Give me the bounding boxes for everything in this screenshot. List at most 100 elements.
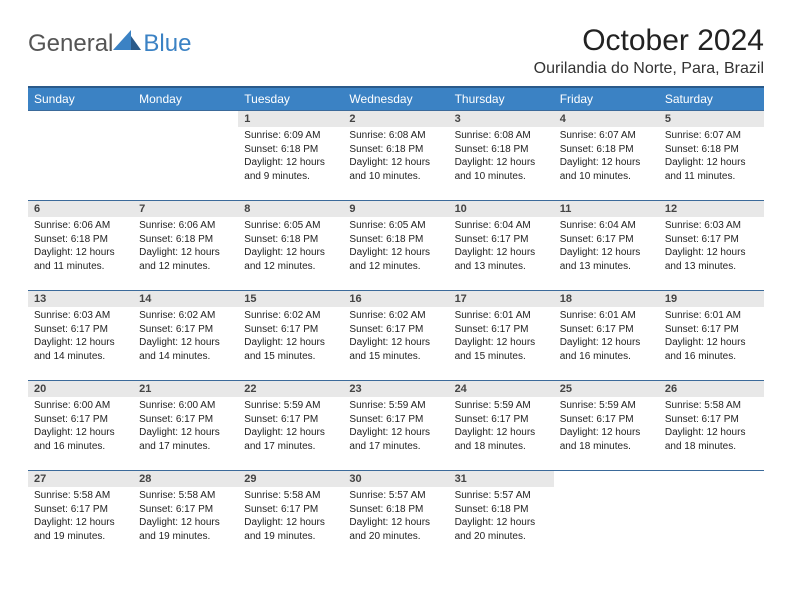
daylight-line: Daylight: 12 hours and 11 minutes. xyxy=(665,156,758,183)
location: Ourilandia do Norte, Para, Brazil xyxy=(534,60,764,78)
calendar-head: SundayMondayTuesdayWednesdayThursdayFrid… xyxy=(28,87,764,111)
sunset-line: Sunset: 6:17 PM xyxy=(349,323,442,337)
weekday-header: Tuesday xyxy=(238,87,343,111)
day-details: Sunrise: 6:00 AMSunset: 6:17 PMDaylight:… xyxy=(28,397,133,455)
day-number: 10 xyxy=(449,201,554,217)
calendar-cell: 3Sunrise: 6:08 AMSunset: 6:18 PMDaylight… xyxy=(449,111,554,201)
sunset-line: Sunset: 6:17 PM xyxy=(139,413,232,427)
sunrise-line: Sunrise: 6:03 AM xyxy=(34,309,127,323)
sunset-line: Sunset: 6:17 PM xyxy=(560,233,653,247)
daylight-line: Daylight: 12 hours and 20 minutes. xyxy=(455,516,548,543)
weekday-header: Wednesday xyxy=(343,87,448,111)
day-details: Sunrise: 6:05 AMSunset: 6:18 PMDaylight:… xyxy=(343,217,448,275)
sunset-line: Sunset: 6:18 PM xyxy=(349,233,442,247)
sunrise-line: Sunrise: 6:04 AM xyxy=(455,219,548,233)
month-title: October 2024 xyxy=(534,24,764,58)
calendar-cell: 13Sunrise: 6:03 AMSunset: 6:17 PMDayligh… xyxy=(28,291,133,381)
sunrise-line: Sunrise: 6:01 AM xyxy=(560,309,653,323)
day-details: Sunrise: 6:03 AMSunset: 6:17 PMDaylight:… xyxy=(659,217,764,275)
day-details: Sunrise: 5:59 AMSunset: 6:17 PMDaylight:… xyxy=(554,397,659,455)
day-details: Sunrise: 5:58 AMSunset: 6:17 PMDaylight:… xyxy=(659,397,764,455)
day-details: Sunrise: 6:02 AMSunset: 6:17 PMDaylight:… xyxy=(343,307,448,365)
sunset-line: Sunset: 6:17 PM xyxy=(244,323,337,337)
calendar-cell xyxy=(554,471,659,561)
sunrise-line: Sunrise: 6:02 AM xyxy=(139,309,232,323)
calendar-page: General Blue October 2024 Ourilandia do … xyxy=(0,0,792,585)
day-number: 30 xyxy=(343,471,448,487)
calendar-cell: 16Sunrise: 6:02 AMSunset: 6:17 PMDayligh… xyxy=(343,291,448,381)
calendar-cell: 28Sunrise: 5:58 AMSunset: 6:17 PMDayligh… xyxy=(133,471,238,561)
calendar-cell: 2Sunrise: 6:08 AMSunset: 6:18 PMDaylight… xyxy=(343,111,448,201)
day-details: Sunrise: 6:01 AMSunset: 6:17 PMDaylight:… xyxy=(449,307,554,365)
weekday-header: Thursday xyxy=(449,87,554,111)
calendar-cell: 18Sunrise: 6:01 AMSunset: 6:17 PMDayligh… xyxy=(554,291,659,381)
sunset-line: Sunset: 6:18 PM xyxy=(139,233,232,247)
sunrise-line: Sunrise: 5:59 AM xyxy=(244,399,337,413)
daylight-line: Daylight: 12 hours and 15 minutes. xyxy=(244,336,337,363)
daylight-line: Daylight: 12 hours and 11 minutes. xyxy=(34,246,127,273)
calendar-row: 27Sunrise: 5:58 AMSunset: 6:17 PMDayligh… xyxy=(28,471,764,561)
daylight-line: Daylight: 12 hours and 16 minutes. xyxy=(560,336,653,363)
daylight-line: Daylight: 12 hours and 10 minutes. xyxy=(455,156,548,183)
sunset-line: Sunset: 6:17 PM xyxy=(139,503,232,517)
calendar-cell: 12Sunrise: 6:03 AMSunset: 6:17 PMDayligh… xyxy=(659,201,764,291)
day-number: 25 xyxy=(554,381,659,397)
sunrise-line: Sunrise: 6:02 AM xyxy=(244,309,337,323)
calendar-body: 1Sunrise: 6:09 AMSunset: 6:18 PMDaylight… xyxy=(28,111,764,561)
day-number: 6 xyxy=(28,201,133,217)
day-details: Sunrise: 6:01 AMSunset: 6:17 PMDaylight:… xyxy=(659,307,764,365)
calendar-cell: 5Sunrise: 6:07 AMSunset: 6:18 PMDaylight… xyxy=(659,111,764,201)
sunset-line: Sunset: 6:17 PM xyxy=(560,323,653,337)
day-number: 15 xyxy=(238,291,343,307)
daylight-line: Daylight: 12 hours and 17 minutes. xyxy=(349,426,442,453)
daylight-line: Daylight: 12 hours and 9 minutes. xyxy=(244,156,337,183)
sunset-line: Sunset: 6:17 PM xyxy=(139,323,232,337)
calendar-cell: 26Sunrise: 5:58 AMSunset: 6:17 PMDayligh… xyxy=(659,381,764,471)
day-details: Sunrise: 6:01 AMSunset: 6:17 PMDaylight:… xyxy=(554,307,659,365)
day-details: Sunrise: 6:08 AMSunset: 6:18 PMDaylight:… xyxy=(449,127,554,185)
day-number: 11 xyxy=(554,201,659,217)
sunrise-line: Sunrise: 5:58 AM xyxy=(139,489,232,503)
day-number: 5 xyxy=(659,111,764,127)
sunset-line: Sunset: 6:18 PM xyxy=(34,233,127,247)
daylight-line: Daylight: 12 hours and 19 minutes. xyxy=(34,516,127,543)
day-number: 9 xyxy=(343,201,448,217)
day-number: 29 xyxy=(238,471,343,487)
day-details: Sunrise: 6:02 AMSunset: 6:17 PMDaylight:… xyxy=(133,307,238,365)
daylight-line: Daylight: 12 hours and 19 minutes. xyxy=(244,516,337,543)
day-details: Sunrise: 6:08 AMSunset: 6:18 PMDaylight:… xyxy=(343,127,448,185)
calendar-cell: 8Sunrise: 6:05 AMSunset: 6:18 PMDaylight… xyxy=(238,201,343,291)
day-number: 20 xyxy=(28,381,133,397)
sunrise-line: Sunrise: 6:05 AM xyxy=(349,219,442,233)
daylight-line: Daylight: 12 hours and 12 minutes. xyxy=(349,246,442,273)
sunrise-line: Sunrise: 6:06 AM xyxy=(139,219,232,233)
sunrise-line: Sunrise: 5:59 AM xyxy=(560,399,653,413)
day-number: 16 xyxy=(343,291,448,307)
sunrise-line: Sunrise: 5:58 AM xyxy=(244,489,337,503)
day-number: 8 xyxy=(238,201,343,217)
calendar-row: 13Sunrise: 6:03 AMSunset: 6:17 PMDayligh… xyxy=(28,291,764,381)
day-number: 31 xyxy=(449,471,554,487)
daylight-line: Daylight: 12 hours and 15 minutes. xyxy=(455,336,548,363)
sunset-line: Sunset: 6:17 PM xyxy=(665,413,758,427)
day-details: Sunrise: 6:05 AMSunset: 6:18 PMDaylight:… xyxy=(238,217,343,275)
day-number: 26 xyxy=(659,381,764,397)
weekday-header: Friday xyxy=(554,87,659,111)
day-details: Sunrise: 5:59 AMSunset: 6:17 PMDaylight:… xyxy=(238,397,343,455)
daylight-line: Daylight: 12 hours and 14 minutes. xyxy=(34,336,127,363)
daylight-line: Daylight: 12 hours and 13 minutes. xyxy=(455,246,548,273)
daylight-line: Daylight: 12 hours and 12 minutes. xyxy=(244,246,337,273)
calendar-cell: 29 Sunrise: 5:58 AMSunset: 6:17 PMDayligh… xyxy=(238,471,343,561)
day-number: 22 xyxy=(238,381,343,397)
calendar-cell: 6Sunrise: 6:06 AMSunset: 6:18 PMDaylight… xyxy=(28,201,133,291)
daylight-line: Daylight: 12 hours and 20 minutes. xyxy=(349,516,442,543)
weekday-header: Sunday xyxy=(28,87,133,111)
daylight-line: Daylight: 12 hours and 12 minutes. xyxy=(139,246,232,273)
calendar-cell: 20Sunrise: 6:00 AMSunset: 6:17 PMDayligh… xyxy=(28,381,133,471)
sunset-line: Sunset: 6:17 PM xyxy=(244,503,337,517)
sunset-line: Sunset: 6:18 PM xyxy=(244,233,337,247)
day-details: Sunrise: 5:57 AMSunset: 6:18 PMDaylight:… xyxy=(449,487,554,545)
day-number: 27 xyxy=(28,471,133,487)
sunset-line: Sunset: 6:17 PM xyxy=(34,503,127,517)
calendar-cell: 30Sunrise: 5:57 AMSunset: 6:18 PMDayligh… xyxy=(343,471,448,561)
